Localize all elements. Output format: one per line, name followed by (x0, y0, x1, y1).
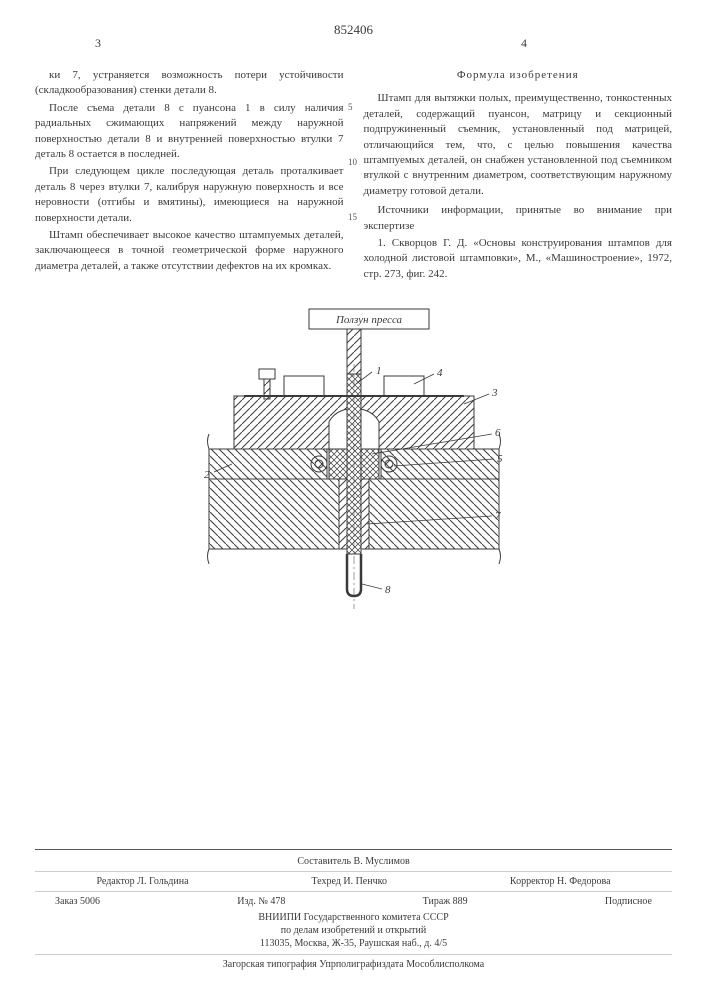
para: ки 7, устраняется возможность потери уст… (35, 68, 344, 99)
figure: Ползун пресса (35, 304, 672, 629)
svg-text:6: 6 (495, 427, 501, 439)
svg-text:4: 4 (437, 367, 443, 379)
compiler: Составитель В. Муслимов (35, 849, 672, 867)
line-marker: 10 (348, 158, 357, 167)
page-number-left: 3 (95, 36, 101, 51)
sources-header: Источники информации, принятые во вниман… (364, 203, 673, 234)
org-line: по делам изобретений и открытий (35, 924, 672, 937)
right-column: Формула изобретения Штамп для вытяжки по… (364, 68, 673, 284)
credits-block: Составитель В. Муслимов Редактор Л. Голь… (35, 849, 672, 970)
line-marker: 5 (348, 103, 353, 112)
tirazh: Тираж 889 (423, 896, 468, 907)
technical-drawing: Ползун пресса (154, 304, 554, 624)
svg-text:3: 3 (491, 387, 498, 399)
corrector: Корректор Н. Федорова (510, 876, 611, 887)
techred: Техред И. Пенчко (311, 876, 387, 887)
svg-text:7: 7 (495, 510, 501, 522)
org-line: 113035, Москва, Ж-35, Раушская наб., д. … (35, 937, 672, 950)
line-marker: 15 (348, 213, 357, 222)
para: После съема детали 8 с пуансона 1 в силу… (35, 101, 344, 163)
para: Штамп для вытяжки полых, преимущественно… (364, 91, 673, 199)
org-line: ВНИИПИ Государственного комитета СССР (35, 911, 672, 924)
document-number: 852406 (35, 22, 672, 38)
org-info: ВНИИПИ Государственного комитета СССР по… (35, 911, 672, 950)
credits-roles: Редактор Л. Гольдина Техред И. Пенчко Ко… (35, 871, 672, 887)
text-columns: ки 7, устраняется возможность потери уст… (35, 68, 672, 284)
page-number-right: 4 (521, 36, 527, 51)
svg-text:1: 1 (376, 365, 382, 377)
editor: Редактор Л. Гольдина (96, 876, 188, 887)
printer: Загорская типография Упрполиграфиздата М… (35, 954, 672, 970)
slider-label: Ползун пресса (334, 314, 402, 326)
para: 1. Скворцов Г. Д. «Основы конструировани… (364, 236, 673, 282)
left-column: ки 7, устраняется возможность потери уст… (35, 68, 344, 284)
order: Заказ 5006 (55, 896, 100, 907)
svg-text:2: 2 (204, 469, 210, 481)
subscription: Подписное (605, 896, 652, 907)
svg-text:8: 8 (385, 584, 391, 596)
para: При следующем цикле последующая деталь п… (35, 164, 344, 226)
credits-print-info: Заказ 5006 Изд. № 478 Тираж 889 Подписно… (35, 891, 672, 907)
svg-text:5: 5 (497, 453, 503, 465)
izd: Изд. № 478 (237, 896, 285, 907)
formula-header: Формула изобретения (364, 68, 673, 83)
para: Штамп обеспечивает высокое качество штам… (35, 228, 344, 274)
